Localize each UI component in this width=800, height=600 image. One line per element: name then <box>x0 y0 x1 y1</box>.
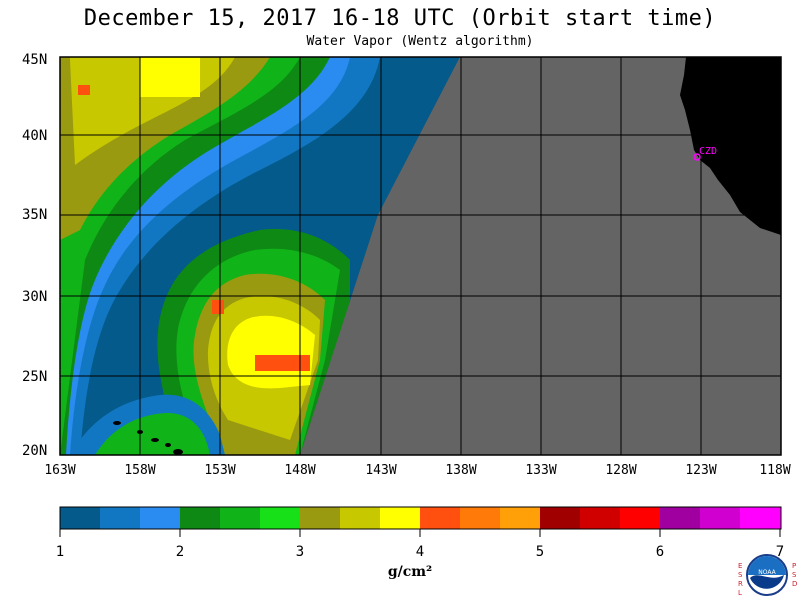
colorbar-swatch <box>140 507 181 529</box>
map-subtitle: Water Vapor (Wentz algorithm) <box>306 34 534 49</box>
map-frame <box>59 56 782 456</box>
water-vapor-field <box>60 57 781 455</box>
lon-label-128w: 128W <box>605 463 637 478</box>
lon-label-138w: 138W <box>445 463 477 478</box>
colorbar-swatch <box>740 507 781 529</box>
colorbar <box>60 507 781 529</box>
colorbar-swatch <box>620 507 661 529</box>
noaa-logo <box>746 554 788 596</box>
colorbar-swatch <box>340 507 381 529</box>
colorbar-tick-1: 1 <box>55 544 65 560</box>
lon-label-163w: 163W <box>44 463 76 478</box>
colorbar-swatch <box>700 507 741 529</box>
lon-label-153w: 153W <box>204 463 236 478</box>
colorbar-tick-6: 6 <box>655 544 665 560</box>
lat-label-20n: 20N <box>22 443 48 459</box>
colorbar-tick-2: 2 <box>175 544 185 560</box>
colorbar-swatch <box>220 507 261 529</box>
lon-label-148w: 148W <box>284 463 316 478</box>
lat-label-30n: 30N <box>22 289 48 305</box>
colorbar-ticks <box>59 529 781 537</box>
colorbar-swatch <box>420 507 461 529</box>
colorbar-swatch <box>60 507 101 529</box>
lat-label-45n: 45N <box>22 52 48 68</box>
colorbar-swatch <box>580 507 621 529</box>
colorbar-swatch <box>260 507 301 529</box>
colorbar-swatch <box>460 507 501 529</box>
colorbar-tick-5: 5 <box>535 544 545 560</box>
colorbar-unit: g/cm² <box>387 564 433 580</box>
graticule <box>60 57 781 455</box>
station-label: CZD <box>699 146 718 157</box>
colorbar-swatch <box>180 507 221 529</box>
colorbar-tick-7: 7 <box>775 544 785 560</box>
lon-label-158w: 158W <box>124 463 156 478</box>
lon-label-133w: 133W <box>525 463 557 478</box>
colorbar-swatch <box>540 507 581 529</box>
colorbar-tick-4: 4 <box>415 544 425 560</box>
lon-label-118w: 118W <box>759 463 791 478</box>
colorbar-swatch <box>500 507 541 529</box>
colorbar-swatch <box>100 507 141 529</box>
colorbar-swatch <box>380 507 421 529</box>
lat-label-35n: 35N <box>22 207 48 223</box>
lat-label-25n: 25N <box>22 369 48 385</box>
station-marker-icon <box>693 153 701 161</box>
colorbar-swatch <box>660 507 701 529</box>
colorbar-swatch <box>300 507 341 529</box>
noaa-logo-text: NOAA <box>758 569 776 576</box>
lon-label-143w: 143W <box>365 463 397 478</box>
lat-label-40n: 40N <box>22 128 48 144</box>
colorbar-tick-3: 3 <box>295 544 305 560</box>
map-title: December 15, 2017 16-18 UTC (Orbit start… <box>83 6 717 31</box>
lon-label-123w: 123W <box>685 463 717 478</box>
